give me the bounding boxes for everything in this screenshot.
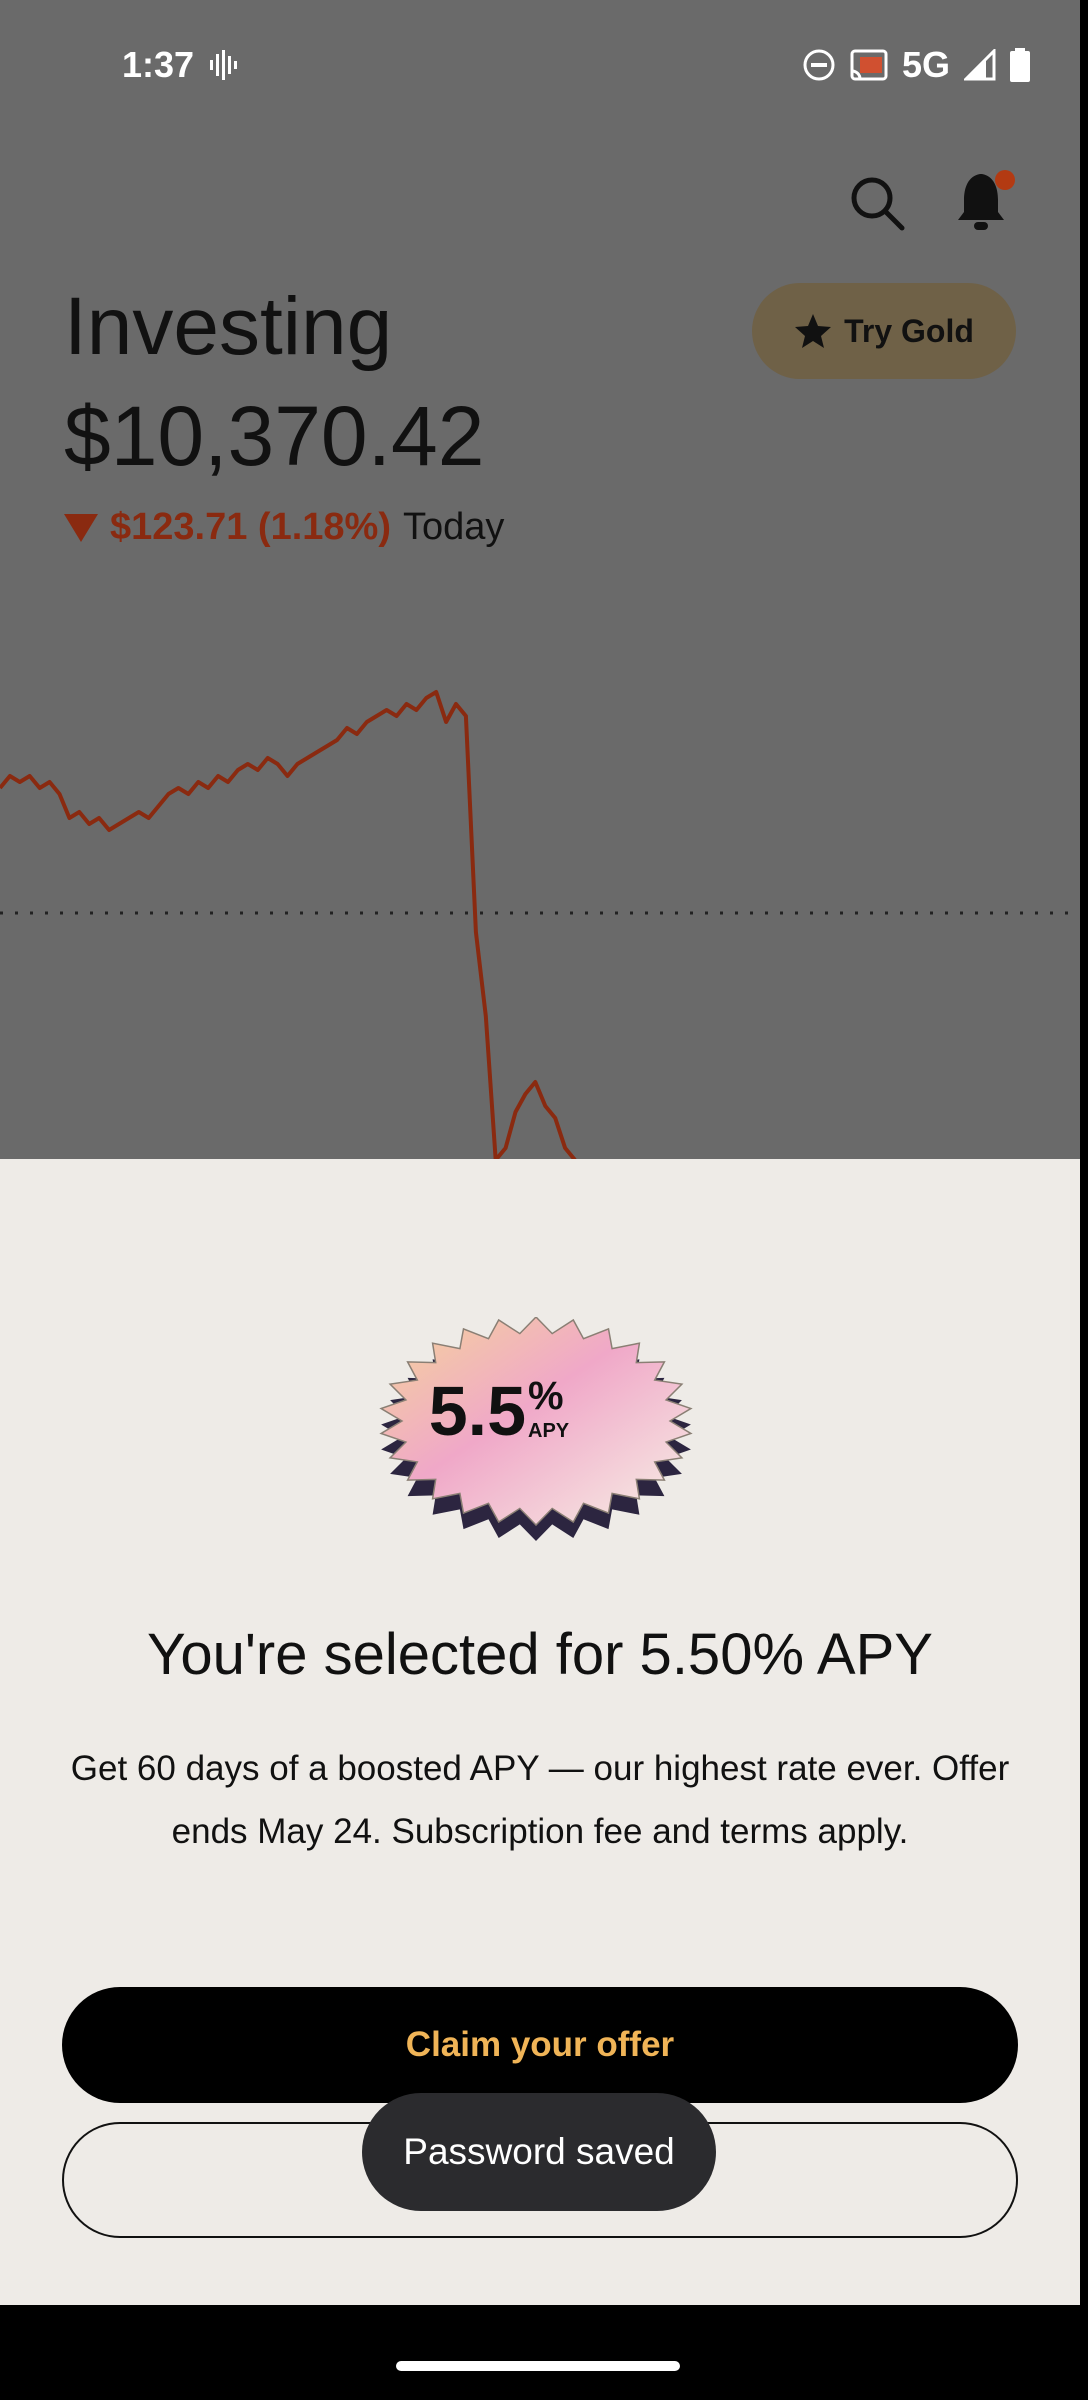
toast-message: Password saved: [362, 2093, 716, 2211]
claim-offer-button[interactable]: Claim your offer: [62, 1987, 1018, 2103]
home-indicator[interactable]: [396, 2361, 680, 2371]
battery-icon: [1010, 48, 1030, 82]
chart-series-line: [0, 690, 577, 1160]
apy-badge: 5.5 % APY: [379, 1317, 693, 1541]
badge-value: 5.5: [429, 1372, 526, 1450]
star-icon: [795, 314, 832, 348]
bell-icon[interactable]: [950, 164, 1020, 236]
offer-description: Get 60 days of a boosted APY — our highe…: [70, 1749, 1010, 1851]
signal-icon: [964, 49, 996, 81]
voice-wave-icon: [210, 50, 237, 80]
status-icons: 5G: [802, 44, 1030, 86]
screen-edge: [1080, 0, 1088, 2305]
daily-change: $123.71 (1.18%) Today: [64, 506, 504, 549]
change-period: Today: [402, 506, 505, 548]
page-title: Investing: [64, 281, 393, 372]
notification-dot: [995, 170, 1015, 190]
app-screen: 1:37 5G: [0, 0, 1080, 2305]
badge-percent: %: [528, 1374, 564, 1418]
change-amount: $123.71 (1.18%): [110, 506, 391, 548]
down-arrow-icon: [64, 513, 98, 542]
cast-icon: [850, 49, 888, 81]
try-gold-label: Try Gold: [844, 312, 974, 349]
status-time: 1:37: [122, 44, 195, 85]
search-icon[interactable]: [850, 176, 906, 232]
offer-headline: You're selected for 5.50% APY: [146, 1622, 933, 1687]
network-type: 5G: [901, 44, 950, 85]
portfolio-chart[interactable]: [0, 670, 1080, 1160]
portfolio-balance: $10,370.42: [64, 389, 485, 483]
do-not-disturb-icon: [803, 49, 835, 81]
status-bar: 1:37 5G: [0, 0, 1080, 130]
offer-bottom-sheet: 5.5 % APY You're selected for 5.50% APY …: [0, 1159, 1080, 2305]
try-gold-button[interactable]: Try Gold: [752, 283, 1016, 379]
badge-unit: APY: [528, 1420, 570, 1442]
